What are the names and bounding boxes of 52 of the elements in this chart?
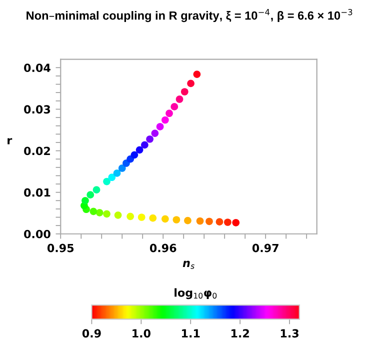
point <box>232 218 240 226</box>
point <box>113 170 121 177</box>
y-axis-title: r <box>8 138 12 144</box>
point <box>176 96 184 103</box>
point <box>172 216 180 224</box>
point <box>114 212 122 219</box>
point <box>184 216 192 224</box>
point <box>187 80 194 88</box>
point <box>82 196 89 204</box>
point <box>130 151 138 159</box>
point <box>141 141 148 149</box>
point <box>180 88 188 96</box>
color-bar-label: 1.3 <box>280 329 298 338</box>
point <box>146 135 154 143</box>
point <box>193 70 201 78</box>
x-tick-label: 0.97 <box>252 244 278 252</box>
point <box>151 130 159 137</box>
point <box>196 217 204 225</box>
point <box>206 218 213 226</box>
point <box>156 122 164 130</box>
point <box>136 146 144 154</box>
color-bar-label: 0.9 <box>82 329 101 338</box>
point <box>126 212 134 220</box>
point <box>216 218 224 226</box>
point <box>96 209 104 216</box>
point <box>166 110 173 118</box>
color-bar-label: 1.1 <box>182 329 200 338</box>
point <box>138 214 146 221</box>
color-bar-label: 1.0 <box>132 329 150 338</box>
point <box>161 215 169 223</box>
y-tick-label: 0.02 <box>24 146 50 156</box>
x-axis-title: n$_{s}$ <box>182 260 194 269</box>
point <box>149 214 157 222</box>
point <box>224 218 232 226</box>
point <box>103 178 110 186</box>
point <box>170 103 178 110</box>
point <box>103 210 110 218</box>
point <box>108 174 116 182</box>
point <box>86 191 94 198</box>
color-bar-label: 1.2 <box>231 329 249 338</box>
y-tick-label: 0.01 <box>24 188 50 197</box>
point <box>90 208 98 216</box>
color-bar-title: log$_{10}$φ$_{0}$ <box>174 288 217 300</box>
y-tick-label: 0.03 <box>24 105 50 114</box>
point <box>118 164 126 172</box>
point <box>161 116 169 124</box>
x-tick-label: 0.96 <box>150 244 176 252</box>
point <box>92 186 100 194</box>
y-tick-label: 0.04 <box>24 64 50 72</box>
y-tick-label: 0.00 <box>24 230 50 238</box>
chart-title: Non–minimal coupling in R gravity, ξ = 10$^{−4}$, β = 6.6 × 10$^{−3}$ <box>26 8 352 22</box>
x-tick-label: 0.95 <box>47 244 74 252</box>
